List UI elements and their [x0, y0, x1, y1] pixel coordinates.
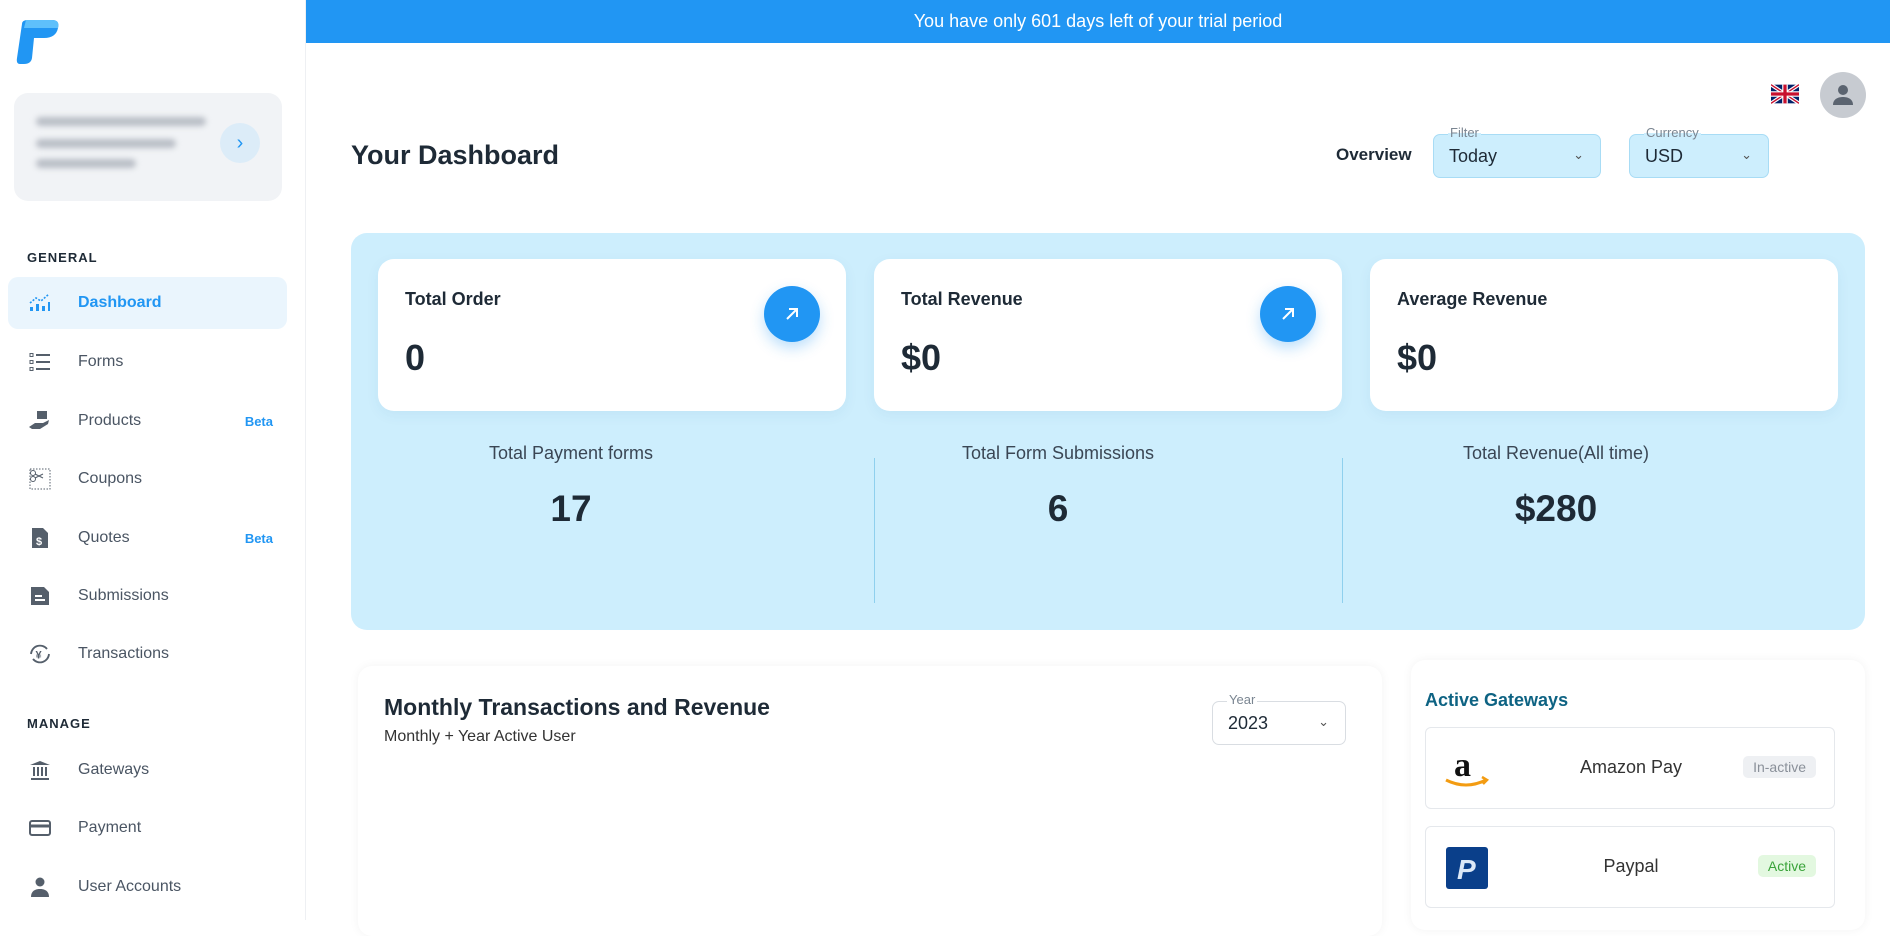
stat-form-submissions: Total Form Submissions 6 [848, 443, 1268, 530]
amazon-logo-icon: a [1445, 748, 1490, 787]
chevron-down-icon: ⌄ [1741, 147, 1752, 162]
sidebar-item-products[interactable]: Products Beta [8, 395, 287, 447]
overview-label: Overview [1336, 145, 1412, 164]
currency-value: USD [1645, 145, 1684, 166]
sidebar-item-coupons[interactable]: Coupons [8, 453, 287, 505]
chart-title: Monthly Transactions and Revenue [384, 694, 770, 720]
currency-select[interactable]: Currency USD ⌄ [1629, 125, 1769, 178]
card-title: Total Revenue [901, 289, 1023, 309]
stat-label: Total Form Submissions [961, 443, 1155, 463]
sidebar-item-label: Coupons [78, 470, 143, 487]
sidebar-item-label: Gateways [78, 761, 150, 778]
status-badge: In-active [1743, 756, 1816, 778]
stat-label: Total Payment forms [488, 443, 654, 463]
sidebar-item-label: Quotes [78, 529, 130, 546]
svg-text:a: a [1454, 748, 1471, 784]
app-logo[interactable] [14, 18, 60, 66]
card-value: $0 [1397, 337, 1438, 378]
gateway-name: Paypal [1603, 856, 1659, 876]
sidebar-item-label: Products [78, 412, 142, 429]
arrow-up-right-icon[interactable] [764, 286, 820, 342]
divider [874, 458, 875, 603]
section-general: GENERAL [27, 250, 98, 265]
list-icon [28, 350, 52, 374]
sidebar-item-dashboard[interactable]: Dashboard [8, 277, 287, 329]
card-average-revenue: Average Revenue $0 [1370, 259, 1838, 411]
dollar-document-icon: $ [28, 526, 52, 550]
sidebar-item-label: User Accounts [78, 878, 182, 895]
avatar[interactable] [1820, 72, 1866, 118]
sidebar-item-transactions[interactable]: ¥ Transactions [8, 628, 287, 680]
stat-value: 6 [1047, 488, 1069, 529]
beta-badge: Beta [244, 413, 273, 429]
gateway-name: Amazon Pay [1579, 757, 1683, 777]
active-gateways-panel: Active Gateways a Amazon Pay In-active P… [1411, 660, 1865, 930]
account-switcher[interactable]: › [14, 93, 282, 201]
sidebar-item-label: Transactions [78, 645, 169, 662]
stat-payment-forms: Total Payment forms 17 [361, 443, 781, 530]
svg-text:P: P [1457, 854, 1476, 885]
yen-exchange-icon: ¥ [28, 642, 52, 666]
stat-value: $280 [1514, 488, 1598, 529]
card-title: Total Order [405, 289, 501, 309]
stat-value: 17 [550, 488, 592, 529]
year-value: 2023 [1228, 712, 1269, 733]
year-label: Year [1227, 692, 1258, 707]
sidebar: › GENERAL MANAGE Dashboard Forms Products B… [0, 0, 306, 920]
sidebar-item-label: Dashboard [78, 294, 162, 311]
sidebar-item-submissions[interactable]: Submissions [8, 570, 287, 622]
monthly-chart-panel: Monthly Transactions and Revenue Monthly… [358, 666, 1382, 936]
paypal-logo-icon: P [1446, 847, 1488, 889]
currency-label: Currency [1644, 125, 1701, 140]
stat-label: Total Revenue(All time) [1462, 443, 1650, 463]
stat-total-revenue-all-time: Total Revenue(All time) $280 [1346, 443, 1766, 530]
section-manage: MANAGE [27, 716, 91, 731]
card-value: $0 [901, 337, 942, 378]
year-select[interactable]: Year 2023 ⌄ [1212, 692, 1346, 745]
user-icon [1833, 85, 1853, 105]
product-hand-icon [28, 409, 52, 433]
filter-value: Today [1449, 145, 1498, 166]
sidebar-item-forms[interactable]: Forms [8, 336, 287, 388]
chart-icon [28, 291, 52, 315]
svg-text:$: $ [36, 536, 42, 548]
chevron-down-icon: ⌄ [1318, 714, 1329, 729]
bank-icon [28, 758, 52, 782]
sidebar-item-payment[interactable]: Payment [8, 802, 287, 854]
chart-subtitle: Monthly + Year Active User [384, 728, 576, 745]
chevron-down-icon: ⌄ [1573, 147, 1584, 162]
filter-select[interactable]: Filter Today ⌄ [1433, 125, 1601, 178]
credit-card-icon [28, 816, 52, 840]
status-badge: Active [1757, 855, 1816, 877]
beta-badge: Beta [244, 530, 273, 546]
card-total-revenue: Total Revenue $0 [874, 259, 1342, 411]
card-value: 0 [405, 337, 426, 378]
sidebar-item-user-accounts[interactable]: User Accounts [8, 861, 287, 913]
sidebar-item-label: Submissions [78, 587, 169, 604]
arrow-up-right-icon[interactable] [1260, 286, 1316, 342]
gateway-paypal[interactable]: P Paypal Active [1425, 826, 1835, 908]
user-icon [28, 875, 52, 899]
scissors-icon [28, 467, 52, 491]
filter-label: Filter [1448, 125, 1481, 140]
sidebar-item-quotes[interactable]: $ Quotes Beta [8, 512, 287, 564]
chevron-right-icon[interactable]: › [220, 123, 260, 163]
gateway-amazon-pay[interactable]: a Amazon Pay In-active [1425, 727, 1835, 809]
page-title: Your Dashboard [351, 140, 560, 170]
card-total-order: Total Order 0 [378, 259, 846, 411]
card-title: Average Revenue [1397, 289, 1548, 309]
sidebar-item-gateways[interactable]: Gateways [8, 744, 287, 796]
overview-panel: Total Order 0 Total Revenue $0 Average R… [351, 233, 1865, 630]
svg-text:¥: ¥ [36, 650, 43, 662]
divider [1342, 458, 1343, 603]
trial-banner: You have only 601 days left of your tria… [306, 0, 1890, 43]
sidebar-item-label: Forms [78, 353, 124, 370]
uk-flag-icon[interactable] [1771, 84, 1799, 104]
sidebar-item-label: Payment [78, 819, 142, 836]
document-icon [28, 584, 52, 608]
gateways-title: Active Gateways [1425, 690, 1569, 710]
